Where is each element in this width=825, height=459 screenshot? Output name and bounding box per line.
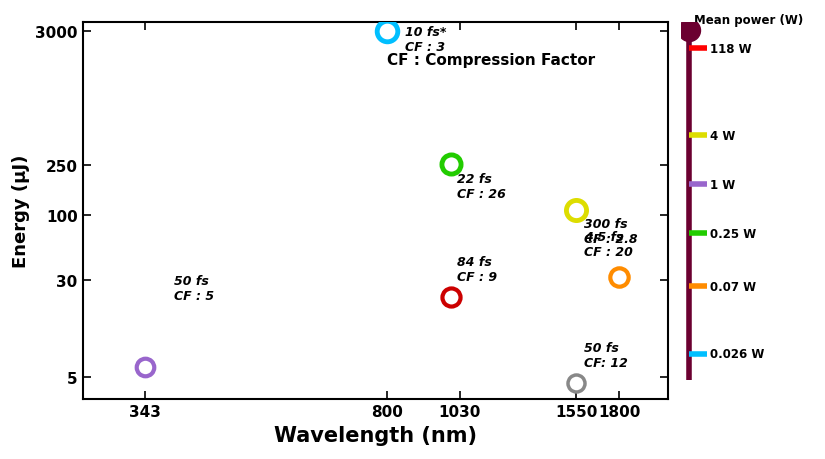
Text: CF : Compression Factor: CF : Compression Factor: [387, 53, 595, 68]
Point: [570, 379, 583, 386]
Text: 0.25 W: 0.25 W: [710, 227, 757, 240]
Point: [445, 293, 458, 301]
Point: [682, 27, 695, 34]
Text: 300 fs
CF : 2.8: 300 fs CF : 2.8: [583, 218, 637, 246]
X-axis label: Wavelength (nm): Wavelength (nm): [274, 425, 477, 445]
Text: 0.07 W: 0.07 W: [710, 280, 757, 293]
Text: 50 fs
CF: 12: 50 fs CF: 12: [583, 341, 628, 369]
Y-axis label: Energy (μJ): Energy (μJ): [12, 155, 30, 268]
Text: 4 W: 4 W: [710, 129, 736, 142]
Point: [612, 273, 625, 280]
Text: Mean power (W): Mean power (W): [694, 14, 803, 27]
Point: [380, 28, 394, 36]
Text: 10 fs*
CF : 3: 10 fs* CF : 3: [404, 26, 446, 54]
Text: 118 W: 118 W: [710, 43, 752, 56]
Text: 1 W: 1 W: [710, 178, 736, 191]
Point: [139, 364, 152, 371]
Text: 50 fs
CF : 5: 50 fs CF : 5: [175, 274, 215, 302]
Text: 4.5 fs
CF : 20: 4.5 fs CF : 20: [583, 231, 633, 259]
Text: 0.026 W: 0.026 W: [710, 347, 765, 361]
Point: [570, 207, 583, 214]
Point: [445, 161, 458, 168]
Text: 22 fs
CF : 26: 22 fs CF : 26: [457, 173, 506, 201]
Text: 84 fs
CF : 9: 84 fs CF : 9: [457, 255, 497, 283]
